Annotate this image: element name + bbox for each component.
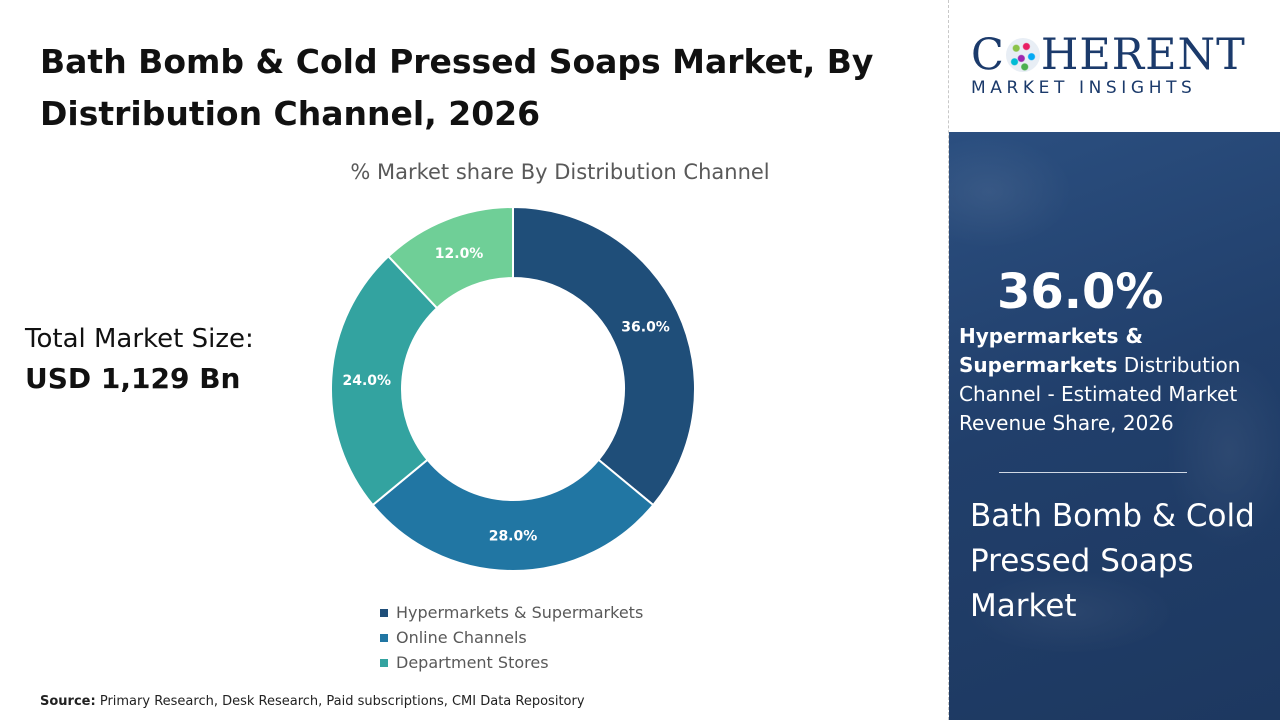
- source-text: Primary Research, Desk Research, Paid su…: [99, 694, 585, 709]
- highlight-panel: 36.0% Hypermarkets & Supermarkets Distri…: [949, 132, 1280, 720]
- chart-subtitle: % Market share By Distribution Channel: [350, 160, 770, 184]
- globe-icon: [1005, 38, 1040, 72]
- total-market-label: Total Market Size:: [25, 324, 254, 354]
- donut-slice-label-0: 36.0%: [621, 320, 670, 336]
- chart-legend: Hypermarkets & Supermarkets Online Channe…: [380, 600, 643, 675]
- donut-slice-2: [330, 254, 439, 507]
- source-label: Source:: [40, 694, 96, 709]
- highlight-description: Hypermarkets & Supermarkets Distribution…: [959, 322, 1259, 438]
- donut-slice-0: [512, 205, 696, 507]
- legend-swatch: [380, 633, 388, 642]
- legend-swatch: [380, 658, 388, 667]
- donut-slice-3: [386, 205, 514, 310]
- donut-slice-label-3: 12.0%: [435, 246, 484, 262]
- logo-subtitle: MARKET INSIGHTS: [971, 78, 1197, 98]
- highlight-segment-name: Hypermarkets & Supermarkets: [959, 324, 1143, 377]
- highlight-segment-rest: Distribution Channel - Estimated Market …: [959, 353, 1241, 435]
- legend-item: Online Channels: [380, 625, 643, 650]
- logo-wordmark: C HERENT: [971, 30, 1246, 80]
- donut-slice-label-1: 28.0%: [489, 529, 538, 545]
- legend-item: Hypermarkets & Supermarkets: [380, 600, 643, 625]
- donut-slice-1: [371, 458, 655, 572]
- highlight-divider: [999, 472, 1187, 473]
- highlight-market-name: Bath Bomb & Cold Pressed Soaps Market: [970, 498, 1255, 624]
- legend-label: Department Stores: [396, 653, 549, 672]
- source-note: Source: Primary Research, Desk Research,…: [40, 694, 585, 709]
- page-title: Bath Bomb & Cold Pressed Soaps Market, B…: [40, 42, 874, 133]
- logo-word-post: HERENT: [1040, 30, 1246, 80]
- company-logo: C HERENT MARKET INSIGHTS: [949, 0, 1280, 132]
- legend-item: Department Stores: [380, 650, 643, 675]
- highlight-percent: 36.0%: [997, 264, 1164, 320]
- legend-swatch: [380, 608, 388, 617]
- legend-label: Online Channels: [396, 628, 527, 647]
- donut-slice-label-2: 24.0%: [343, 373, 392, 389]
- panel-divider: [948, 0, 949, 720]
- total-market-value: USD 1,129 Bn: [25, 362, 241, 395]
- donut-chart: 36.0% 28.0% 24.0% 12.0%: [330, 205, 696, 572]
- legend-label: Hypermarkets & Supermarkets: [396, 603, 644, 622]
- logo-word-pre: C: [971, 30, 1005, 80]
